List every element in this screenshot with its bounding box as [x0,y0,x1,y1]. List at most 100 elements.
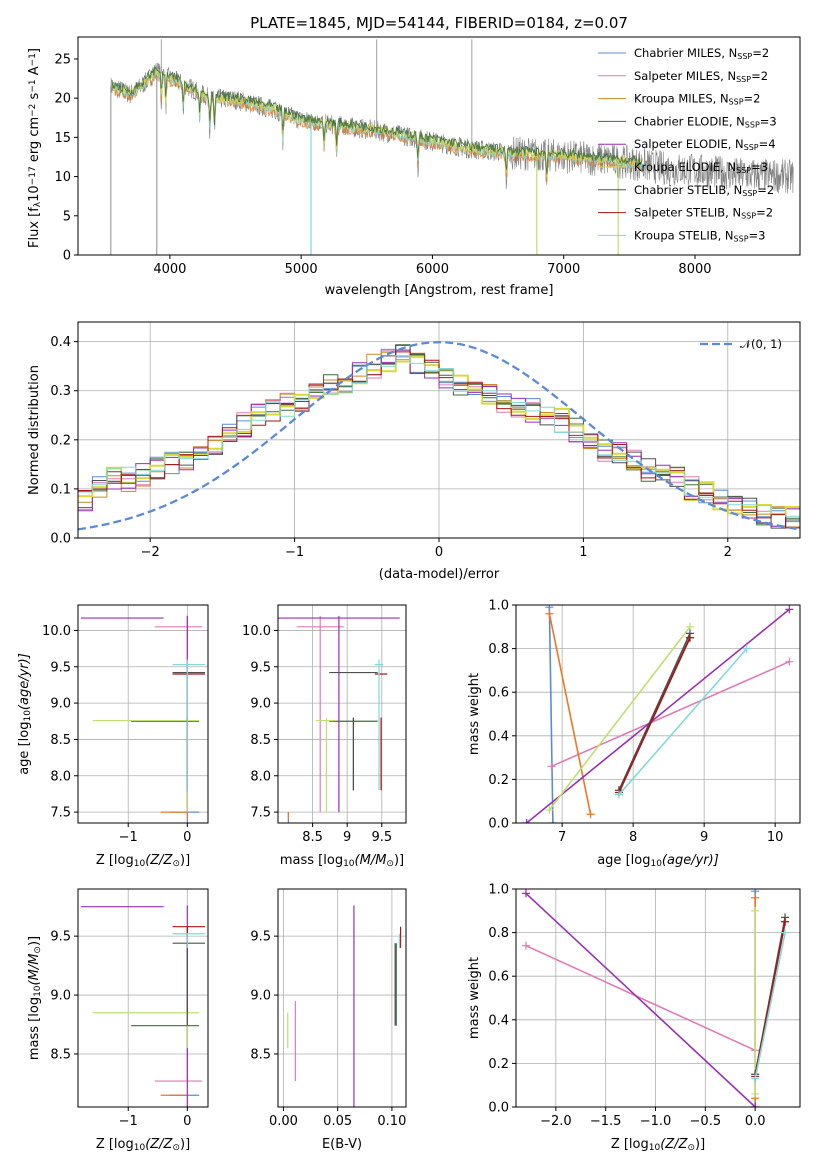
weight-marker [751,1103,760,1107]
y-tick-label: 9.5 [50,930,71,945]
y-tick-label: 0.6 [488,970,509,985]
x-tick-label: 0 [183,830,191,845]
legend-entry-sub: SSP [729,98,744,107]
x-axis-label-part: )] [180,1137,190,1152]
y-axis-label-part: age [log [17,722,32,775]
x-tick-label: −2 [141,545,160,560]
y-axis-label-part: ] [27,48,42,53]
x-axis-label-part: 10 [649,1143,661,1153]
legend-entry-sub: SSP [736,75,751,84]
x-axis-label-part: Z [log [611,1137,649,1152]
y-tick-label: 8.5 [250,733,271,748]
legend-entry-n: =2 [757,183,774,197]
x-tick-label: −1 [119,830,138,845]
x-tick-label: 9 [343,830,351,845]
y-axis-label-part: −17 [28,166,38,185]
x-tick-label: 2 [724,545,732,560]
weight-line [754,932,786,1079]
x-axis-label-part: )] [394,853,404,868]
y-axis-label-part: 10 [27,185,42,202]
x-tick-label: −1 [119,1114,138,1129]
y-tick-label: 8.0 [250,769,271,784]
x-tick-label: 8000 [678,262,711,277]
y-tick-label: 9.5 [250,660,271,675]
legend-entry-sub: SSP [734,234,749,243]
x-axis-label-part: 10 [343,859,355,869]
y-tick-label: 0.2 [488,1057,509,1072]
y-tick-label: 8.0 [50,769,71,784]
chart-title: PLATE=1845, MJD=54144, FIBERID=0184, z=0… [250,14,628,32]
legend-entry: Salpeter ELODIE, NSSP=4 [634,137,776,152]
legend-entry-sub: SSP [737,52,752,61]
weight-line [548,626,691,811]
y-axis-label-part: ⊙ [33,946,43,954]
y-tick-label: 1.0 [488,883,509,898]
weight-marker [547,762,556,771]
plot-area [522,605,794,823]
axes-frame [515,604,801,824]
model-spectrum-line [111,65,643,175]
y-tick-label: 0.6 [488,686,509,701]
y-tick-label: 9.0 [50,989,71,1004]
y-tick-label: 0.3 [50,384,71,399]
y-tick-label: 0.2 [50,433,71,448]
weight-marker [521,889,530,898]
plot-area [278,615,400,823]
x-tick-label: 0.10 [377,1114,406,1129]
x-axis-label: (data-model)/error [379,567,500,582]
plot-area [110,39,794,255]
residual-histogram-step [78,349,800,527]
weight-line [551,660,790,768]
y-axis-label-part: mass [log [27,997,42,1060]
x-axis-label: mass [log10(M/M⊙)] [280,853,404,869]
y-axis-label-part: 10 [33,985,43,997]
legend-entry-name: Kroupa STELIB, N [634,228,734,242]
legend-entry: Salpeter MILES, NSSP=2 [634,69,768,84]
x-tick-label: 0.0 [745,1114,766,1129]
residuals-panel: −2 −1 0 1 2 0.0 0.1 0.2 0.3 0.4 (data-model)/error… [27,321,801,582]
weight-marker [751,893,760,902]
x-axis-label-part: ⊙ [172,859,180,869]
y-axis-label: mass weight [467,957,482,1039]
weight-marker [751,1089,760,1098]
mass-vs-metallicity-panel: −1 08.59.09.5Z [log10(Z/Z⊙)]mass [log10(M… [27,888,209,1153]
y-tick-label: 0.2 [488,773,509,788]
weight-marker [548,819,557,823]
weight-marker [781,928,790,937]
y-axis-label: mass [log10(M/M⊙)] [27,936,43,1060]
y-tick-label: 0.4 [50,335,71,350]
weight-marker [751,1074,760,1083]
plot-area [287,905,402,1107]
y-axis-label-part: erg cm [27,117,42,166]
weight-line [618,632,691,791]
y-axis-label: age [log10(age/yr)] [17,653,33,775]
weight-line [618,648,748,796]
x-tick-label: 5000 [285,262,318,277]
y-axis-label: mass weight [467,673,482,755]
legend-entry: Salpeter STELIB, NSSP=2 [634,206,773,221]
legend-entry-n: =3 [760,114,777,128]
y-axis-label-part: (age/yr)] [17,653,32,710]
axes-frame [77,888,209,1108]
axes-frame [277,888,407,1108]
weight-marker [522,819,531,823]
y-tick-label: 9.5 [50,660,71,675]
legend-entry-sub: SSP [744,143,759,152]
legend-entry-n: =4 [759,137,776,151]
y-tick-label: 5 [63,209,71,224]
plot-area [78,341,800,531]
mass-vs-reddening-panel: 0.00 0.05 0.10 8.5 9.0 9.5 E(B-V) [250,888,407,1152]
weight-marker [781,917,790,926]
x-tick-label: 9.5 [371,830,392,845]
legend-entry: Chabrier ELODIE, NSSP=3 [634,114,777,129]
weight-marker [614,790,623,799]
y-tick-label: 10.0 [42,624,71,639]
x-axis-label-part: (M/M [355,853,387,868]
legend-entry-n: =2 [756,206,773,220]
x-tick-label: 0 [435,545,443,560]
legend-entry-name: Kroupa ELODIE, N [634,160,736,174]
y-tick-label: 9.5 [250,930,271,945]
spectrum-panel: 4000 5000 6000 7000 8000 0 5 10 15 20 25 PLATE=1845… [27,14,801,298]
